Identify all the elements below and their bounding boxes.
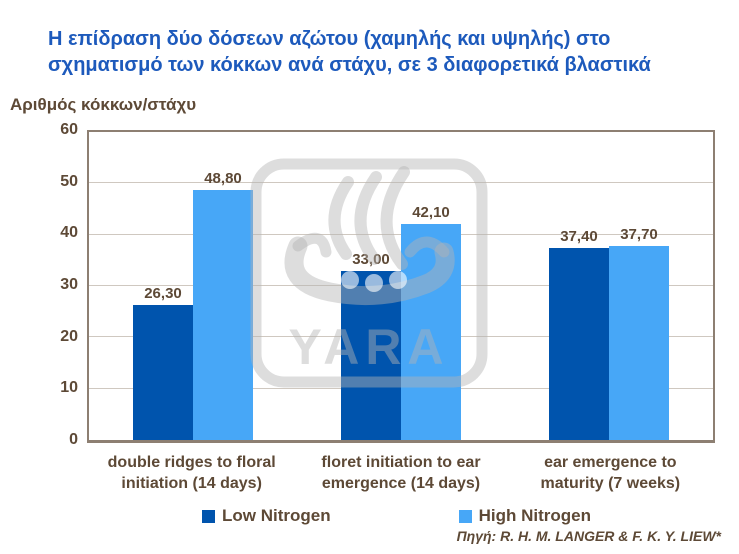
bar-value-label: 37,40 — [560, 228, 598, 246]
chart-title-line-2: σχηματισμό των κόκκων ανά στάχυ, σε 3 δι… — [48, 54, 651, 76]
chart-title-line-1: Η επίδραση δύο δόσεων αζώτου (χαμηλής κα… — [48, 28, 611, 50]
category-label: double ridges to floral initiation (14 da… — [107, 454, 276, 492]
y-tick-label: 60 — [60, 121, 78, 138]
legend-swatch-icon — [202, 509, 215, 523]
bar-high-nitrogen — [193, 189, 253, 440]
x-axis-category-labels: double ridges to floral initiation (14 da… — [87, 452, 715, 494]
bar-group: 37,40 37,70 — [505, 132, 713, 440]
y-tick-label: 30 — [60, 276, 78, 293]
bar-group: 33,00 42,10 — [297, 132, 505, 440]
y-tick-label: 0 — [69, 431, 78, 448]
bar-unit: 33,00 — [341, 132, 401, 440]
bar-value-label: 42,10 — [412, 203, 450, 221]
bar-unit: 26,30 — [133, 132, 193, 440]
bar-value-label: 26,30 — [144, 285, 182, 302]
legend: Low Nitrogen High Nitrogen — [202, 506, 591, 526]
bar-value-label: 37,70 — [620, 226, 658, 244]
bar-value-label: 48,80 — [204, 169, 242, 187]
y-axis-ticks: 60 50 40 30 20 10 0 — [30, 121, 78, 448]
legend-item: High Nitrogen — [458, 506, 591, 526]
plot-groups: 26,30 48,80 33,00 42,10 37,40 37,70 — [89, 132, 713, 440]
bar-group: 26,30 48,80 — [89, 132, 297, 440]
y-tick-label: 40 — [60, 224, 78, 242]
bar-low-nitrogen — [341, 270, 401, 440]
source-citation: Πηγή: R. H. M. LANGER & F. K. Y. LIEW* — [456, 528, 721, 544]
legend-label: High Nitrogen — [478, 506, 591, 525]
legend-swatch-icon — [458, 509, 472, 523]
gridline — [89, 182, 713, 184]
legend-item: Low Nitrogen — [202, 506, 331, 526]
bar-high-nitrogen — [609, 246, 669, 440]
bar-low-nitrogen — [133, 305, 193, 440]
plot-area: 26,30 48,80 33,00 42,10 37,40 37,70 — [87, 130, 715, 443]
legend-label: Low Nitrogen — [222, 506, 331, 525]
bar-unit: 37,40 — [549, 132, 609, 440]
bar-value-label: 33,00 — [352, 250, 390, 268]
bar-high-nitrogen — [401, 223, 461, 440]
y-tick-label: 50 — [60, 172, 78, 190]
bar-unit: 37,70 — [609, 132, 669, 440]
y-tick-label: 10 — [60, 379, 78, 397]
chart-title: Η επίδραση δύο δόσεων αζώτου (χαμηλής κα… — [48, 26, 708, 78]
category-label: floret initiation to ear emergence (14 da… — [321, 454, 481, 492]
y-axis-label: Αριθμός κόκκων/στάχυ — [10, 95, 197, 114]
bar-unit: 42,10 — [401, 132, 461, 440]
category-label: ear emergence to maturity (7 weeks) — [540, 454, 681, 492]
y-tick-label: 20 — [60, 327, 78, 345]
bar-low-nitrogen — [549, 248, 609, 440]
bar-unit: 48,80 — [193, 132, 253, 440]
